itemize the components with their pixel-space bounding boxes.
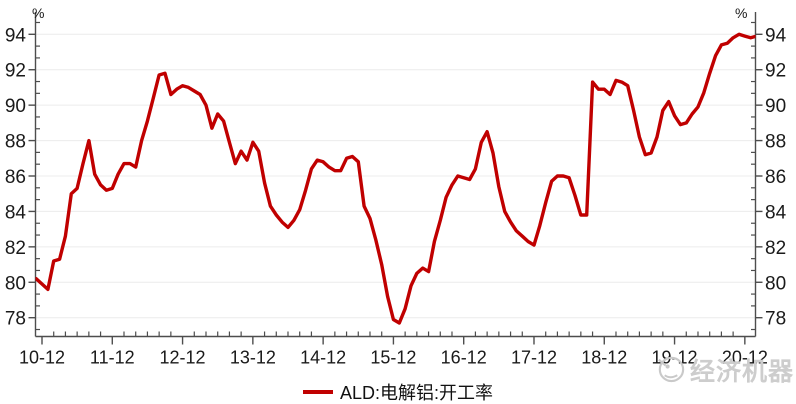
y-tick-label-right: 90 — [765, 96, 786, 117]
y-tick-label-left: 94 — [5, 25, 27, 46]
y-tick-label-right: 82 — [765, 238, 786, 259]
legend-line-swatch — [302, 390, 333, 394]
legend: ALD:电解铝:开工率 — [0, 379, 796, 404]
left-axis-unit-label: % — [32, 5, 45, 21]
y-tick-label-left: 86 — [5, 167, 26, 188]
x-tick-label: 11-12 — [90, 348, 135, 368]
watermark-text: 经济机器 — [689, 358, 794, 386]
series-line — [35, 32, 756, 325]
x-tick-label: 18-12 — [581, 348, 627, 368]
y-tick-label-left: 90 — [5, 96, 26, 117]
axis-ticks — [28, 21, 763, 345]
y-tick-label-right: 94 — [765, 25, 787, 46]
x-tick-label: 13-12 — [230, 348, 276, 368]
x-tick-label: 15-12 — [370, 348, 416, 368]
axis-labels: 78 78 80 80 82 82 84 84 86 86 88 88 90 90 92 92 94 94 10-1… — [5, 25, 787, 367]
x-tick-label: 12-12 — [160, 348, 206, 368]
watermark: 经济机器 — [654, 351, 794, 389]
y-tick-label-right: 84 — [765, 202, 787, 223]
x-tick-label: 17-12 — [511, 348, 557, 368]
legend-label: ALD:电解铝:开工率 — [339, 383, 494, 403]
watermark-logo-icon — [654, 351, 687, 389]
y-tick-label-right: 78 — [765, 309, 786, 330]
y-tick-label-left: 82 — [5, 238, 26, 259]
gridlines — [35, 33, 756, 319]
right-axis-unit-label: % — [735, 5, 748, 21]
x-tick-label: 20-12 — [722, 348, 768, 368]
x-tick-label: 16-12 — [441, 348, 487, 368]
y-tick-label-right: 92 — [765, 61, 786, 82]
y-tick-label-left: 88 — [5, 132, 26, 153]
y-tick-label-left: 78 — [5, 309, 26, 330]
y-tick-label-right: 80 — [765, 273, 786, 294]
y-tick-label-left: 84 — [5, 202, 27, 223]
x-tick-label: 10-12 — [19, 348, 65, 368]
x-tick-label: 14-12 — [300, 348, 346, 368]
y-tick-label-right: 88 — [765, 132, 786, 153]
y-tick-label-right: 86 — [765, 167, 786, 188]
y-tick-label-left: 80 — [5, 273, 26, 294]
axes-lines — [34, 12, 757, 338]
y-tick-label-left: 92 — [5, 61, 26, 82]
